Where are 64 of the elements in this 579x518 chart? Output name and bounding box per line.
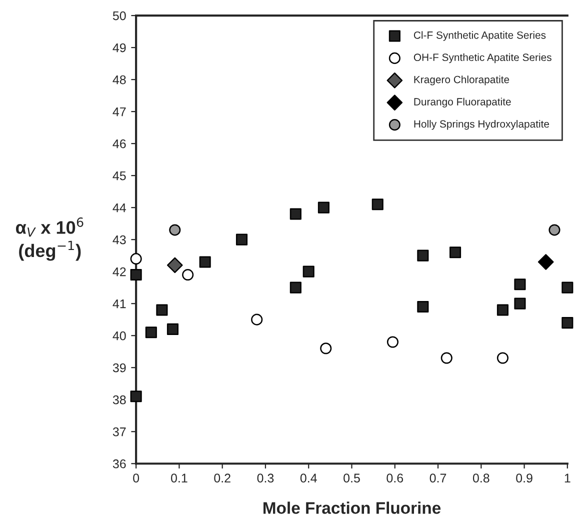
x-tick-label: 0.9 bbox=[516, 474, 532, 483]
point bbox=[386, 336, 398, 348]
y-tick-label: 46 bbox=[112, 139, 126, 148]
point bbox=[417, 250, 429, 262]
point bbox=[302, 266, 314, 278]
point bbox=[156, 304, 168, 316]
point bbox=[538, 254, 554, 270]
point bbox=[496, 352, 508, 364]
x-tick-label: 0.5 bbox=[344, 474, 360, 483]
x-tick-label: 0.6 bbox=[386, 474, 404, 483]
point bbox=[514, 278, 526, 290]
x-tick-label: 0.1 bbox=[171, 474, 188, 483]
point bbox=[130, 390, 142, 402]
point bbox=[145, 326, 157, 338]
y-tick-label: 45 bbox=[112, 171, 126, 180]
point bbox=[130, 253, 142, 265]
point bbox=[251, 314, 263, 326]
point bbox=[562, 317, 574, 329]
point bbox=[320, 342, 332, 354]
point bbox=[318, 202, 330, 214]
y-tick-label: 36 bbox=[112, 459, 126, 468]
point bbox=[449, 246, 462, 258]
x-tick-label: 0.7 bbox=[430, 474, 446, 483]
y-tick-label: 37 bbox=[112, 427, 126, 436]
x-tick-label: 0.2 bbox=[214, 474, 230, 483]
x-tick-label: 0.4 bbox=[300, 474, 317, 483]
point bbox=[562, 282, 574, 294]
x-axis-title: Mole Fraction Fluorine bbox=[264, 502, 441, 514]
x-tick-label: 0 bbox=[133, 474, 140, 483]
x-tick-label: 1 bbox=[564, 474, 570, 482]
point bbox=[166, 257, 183, 274]
legend-label: Holly Springs Hydroxylapatite bbox=[414, 120, 550, 130]
legend-label: Cl-F Synthetic Apatite Series bbox=[414, 31, 546, 41]
point bbox=[236, 234, 248, 246]
y-tick-label: 38 bbox=[112, 395, 126, 404]
point bbox=[514, 298, 526, 310]
y-tick-label: 43 bbox=[112, 235, 126, 244]
x-tick-label: 0.8 bbox=[472, 474, 490, 483]
y-tick-label: 49 bbox=[112, 43, 126, 52]
y-tick-label: 44 bbox=[112, 204, 126, 212]
point bbox=[182, 269, 194, 281]
legend-label: Durango Fluorapatite bbox=[414, 98, 511, 108]
y-tick-label: 50 bbox=[112, 11, 126, 20]
point bbox=[548, 224, 560, 236]
point bbox=[417, 301, 429, 313]
point bbox=[169, 224, 181, 236]
legend-label: Kragero Chlorapatite bbox=[414, 76, 510, 86]
y-tick-label: 40 bbox=[112, 331, 126, 340]
point bbox=[199, 256, 211, 268]
x-tick-label: 0.3 bbox=[257, 474, 274, 483]
point bbox=[130, 269, 142, 281]
point bbox=[496, 304, 508, 316]
legend-label: OH-F Synthetic Apatite Series bbox=[414, 53, 552, 64]
point bbox=[290, 208, 302, 220]
point bbox=[166, 323, 179, 335]
y-tick-label: 42 bbox=[112, 267, 126, 276]
point bbox=[440, 352, 452, 364]
y-tick-label: 47 bbox=[112, 107, 126, 116]
text: α$_{V}$ x 10$^{6}$ (deg$^{−1}$) bbox=[16, 217, 84, 261]
y-tick-label: 48 bbox=[112, 75, 126, 84]
point bbox=[290, 282, 302, 294]
y-tick-label: 41 bbox=[112, 300, 126, 308]
point bbox=[372, 198, 384, 210]
y-tick-label: 39 bbox=[112, 363, 126, 372]
